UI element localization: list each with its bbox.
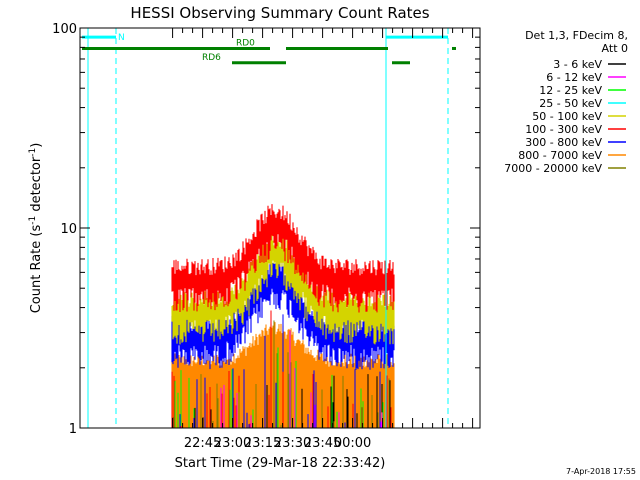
x-tick-label: 22:45 [184,436,221,451]
rd-bar-label: RD0 [236,38,255,48]
rd-bar-label: RD6 [202,53,221,63]
x-tick-label: 00:00 [334,436,371,451]
y-tick-label: 100 [52,22,77,37]
legend-label: 100 - 300 keV [525,123,602,136]
y-axis-label-part: Count Rate (s [29,225,44,314]
legend-label: 12 - 25 keV [539,84,602,97]
overlay-layer: N RD0 RD6 [82,28,456,428]
legend-header: Att 0 [602,42,628,55]
y-axis-label-sup: -1 [28,216,38,225]
x-tick-label: 23:00 [214,436,251,451]
series-50-100keV [171,232,395,345]
x-axis-label: Start Time (29-Mar-18 22:33:42) [175,456,386,471]
legend-label: 50 - 100 keV [532,110,602,123]
chart-title: HESSI Observing Summary Count Rates [130,4,429,22]
y-tick-label: 10 [60,222,77,237]
y-axis: 1 10 100 [52,22,480,437]
y-axis-label: Count Rate (s-1 detector-1) [28,143,44,314]
y-axis-label-part: detector [29,156,44,216]
legend-header: Det 1,3, FDecim 8, [525,29,628,42]
y-axis-label-sup: -1 [28,148,38,157]
night-bar-label: N [118,33,125,43]
legend-label: 7000 - 20000 keV [504,162,602,175]
date-stamp: 7-Apr-2018 17:55 [566,467,636,476]
series-100-300keV [171,204,395,313]
x-tick-label: 23:15 [244,436,281,451]
y-axis-label-part: ) [29,143,44,148]
x-tick-label: 23:30 [274,436,311,451]
legend-label: 3 - 6 keV [553,58,602,71]
legend-label: 6 - 12 keV [546,71,602,84]
y-tick-label: 1 [69,422,77,437]
legend-label: 300 - 800 keV [525,136,602,149]
series-layer [171,204,395,428]
legend-label: 800 - 7000 keV [518,149,602,162]
legend-label: 25 - 50 keV [539,97,602,110]
x-tick-label: 23:45 [304,436,341,451]
